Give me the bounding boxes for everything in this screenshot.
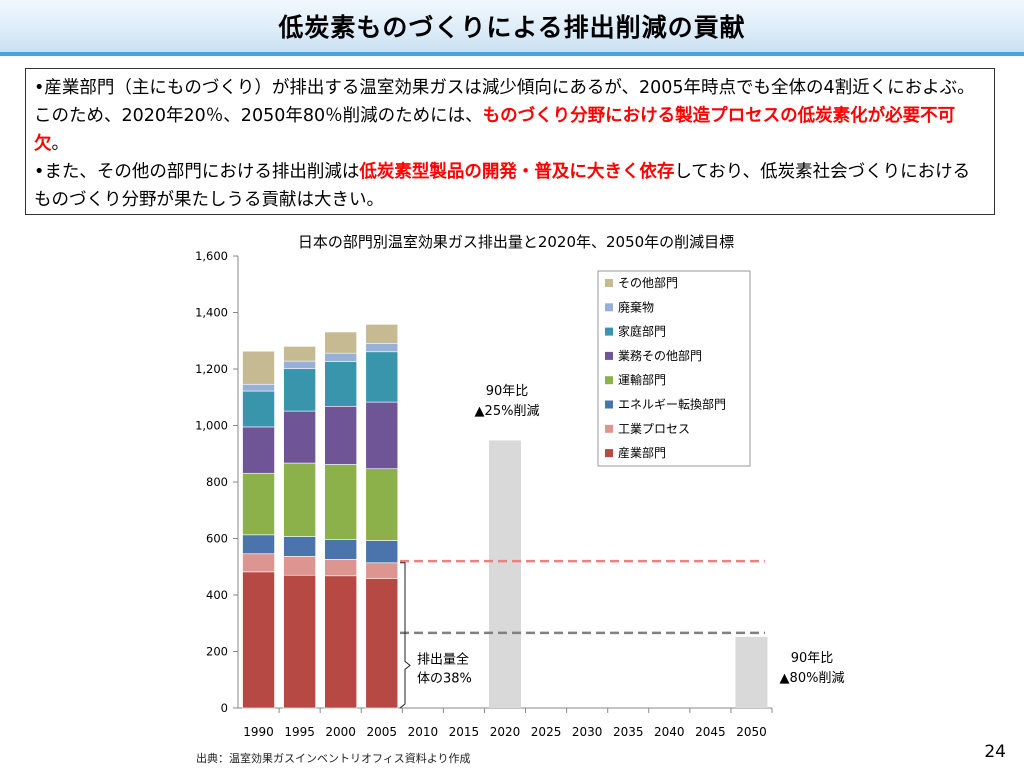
legend-label: 運輸部門 xyxy=(618,372,666,387)
bar-segment xyxy=(242,534,275,555)
y-tick-label: 200 xyxy=(206,645,228,659)
x-tick-label: 2020 xyxy=(490,725,521,739)
y-tick-label: 1,400 xyxy=(195,306,228,320)
y-tick-label: 1,600 xyxy=(195,249,228,263)
bar-segment xyxy=(242,472,275,536)
bar-segment xyxy=(324,559,357,577)
bar-segment xyxy=(365,540,399,564)
legend-swatch xyxy=(605,303,613,312)
bar-segment xyxy=(365,324,399,344)
target-bar xyxy=(489,440,521,708)
bar-segment xyxy=(324,361,357,407)
bar-segment xyxy=(283,462,316,537)
slide-title: 低炭素ものづくりによる排出削減の貢献 xyxy=(278,13,746,42)
brace-label: 排出量全 xyxy=(417,651,469,667)
bullet-2-emphasis: 低炭素型製品の開発・普及に大きく依存 xyxy=(359,162,675,182)
legend-label: 産業部門 xyxy=(618,445,666,460)
brace-label: 体の38% xyxy=(417,671,472,686)
y-tick-label: 1,000 xyxy=(195,419,228,433)
bar-segment xyxy=(365,351,399,403)
x-tick-label: 1995 xyxy=(284,725,315,739)
bar-segment xyxy=(242,390,275,428)
bar-segment xyxy=(283,555,316,576)
bullet-1-text-b: 。 xyxy=(51,134,70,154)
bullet-2-text-a: •また、その他の部門における排出削減は xyxy=(34,162,360,182)
x-tick-label: 2040 xyxy=(654,725,685,739)
x-tick-label: 2000 xyxy=(325,725,356,739)
y-tick-label: 1,200 xyxy=(195,362,228,376)
target-2050-label: 90年比 xyxy=(791,651,834,666)
bar-segment xyxy=(283,368,316,412)
bar-segment xyxy=(324,464,357,540)
bar-segment xyxy=(365,342,399,353)
x-tick-label: 2025 xyxy=(531,725,562,739)
legend-swatch xyxy=(605,279,613,287)
legend-swatch xyxy=(605,424,613,433)
bar-segment xyxy=(365,578,399,709)
legend-swatch xyxy=(605,327,613,336)
bar-segment xyxy=(283,360,316,370)
bullet-2: •また、その他の部門における排出削減は低炭素型製品の開発・普及に大きく依存してお… xyxy=(34,158,986,214)
target-2020-label: 90年比 xyxy=(486,384,529,399)
bar-segment xyxy=(242,571,275,709)
bar-segment xyxy=(242,426,275,474)
target-2020-label: ▲25%削減 xyxy=(475,403,540,419)
x-tick-label: 2015 xyxy=(449,725,480,739)
x-tick-label: 2030 xyxy=(572,725,603,739)
legend-label: 業務その他部門 xyxy=(618,348,702,363)
legend-label: 工業プロセス xyxy=(618,422,690,436)
chart-title: 日本の部門別温室効果ガス排出量と2020年、2050年の削減目標 xyxy=(298,233,734,251)
summary-textbox: •産業部門（主にものづくり）が排出する温室効果ガスは減少傾向にあるが、2005年… xyxy=(25,68,995,215)
target-2050-label: ▲80%削減 xyxy=(780,670,845,686)
bar-segment xyxy=(324,539,357,560)
legend-label: 家庭部門 xyxy=(618,324,666,339)
source-note: 出典：温室効果ガスインベントリオフィス資料より作成 xyxy=(196,752,471,765)
y-tick-label: 600 xyxy=(206,532,228,546)
legend-swatch xyxy=(605,449,613,458)
bar-segment xyxy=(365,562,399,579)
bar-segment xyxy=(283,536,316,557)
bullet-1: •産業部門（主にものづくり）が排出する温室効果ガスは減少傾向にあるが、2005年… xyxy=(34,74,986,158)
bar-segment xyxy=(324,352,357,362)
target-bar xyxy=(735,636,768,708)
bar-segment xyxy=(242,383,275,392)
bar-segment xyxy=(324,575,357,709)
x-tick-label: 2050 xyxy=(736,725,767,739)
legend-label: 廃棄物 xyxy=(618,299,654,314)
bar-segment xyxy=(242,553,275,573)
y-tick-label: 0 xyxy=(221,701,228,715)
x-tick-label: 2045 xyxy=(695,725,726,739)
bar-segment xyxy=(324,331,357,354)
legend-label: エネルギー転換部門 xyxy=(618,397,726,412)
bar-segment xyxy=(365,401,399,470)
bullet-1-emphasis: ものづくり分野における製造プロセスの低炭素化が必要不可欠 xyxy=(34,106,956,154)
legend-swatch xyxy=(605,351,613,360)
x-tick-label: 2005 xyxy=(366,725,397,739)
y-tick-label: 800 xyxy=(206,475,228,489)
x-tick-label: 2035 xyxy=(613,725,644,739)
bar-segment xyxy=(283,346,316,362)
page-number: 24 xyxy=(984,742,1006,762)
bar-segment xyxy=(283,410,316,464)
bullet-2-text-b: しており、低炭素社会づくりにおけるものづくり分野が果たしうる貢献は大きい。 xyxy=(34,162,971,210)
x-tick-label: 2010 xyxy=(408,725,439,739)
bar-segment xyxy=(324,405,357,465)
legend-label: その他部門 xyxy=(618,275,678,290)
legend-swatch xyxy=(605,400,613,409)
bar-segment xyxy=(242,350,275,385)
legend-box xyxy=(597,270,751,467)
title-bar: 低炭素ものづくりによる排出削減の貢献 xyxy=(0,0,1024,56)
y-tick-label: 400 xyxy=(206,588,228,602)
legend-swatch xyxy=(605,376,613,385)
brace-annotation xyxy=(399,562,411,709)
bullet-1-text-a: •産業部門（主にものづくり）が排出する温室効果ガスは減少傾向にあるが、2005年… xyxy=(34,78,975,126)
x-tick-label: 1990 xyxy=(243,725,274,739)
bar-segment xyxy=(283,574,316,709)
bar-segment xyxy=(365,468,399,541)
